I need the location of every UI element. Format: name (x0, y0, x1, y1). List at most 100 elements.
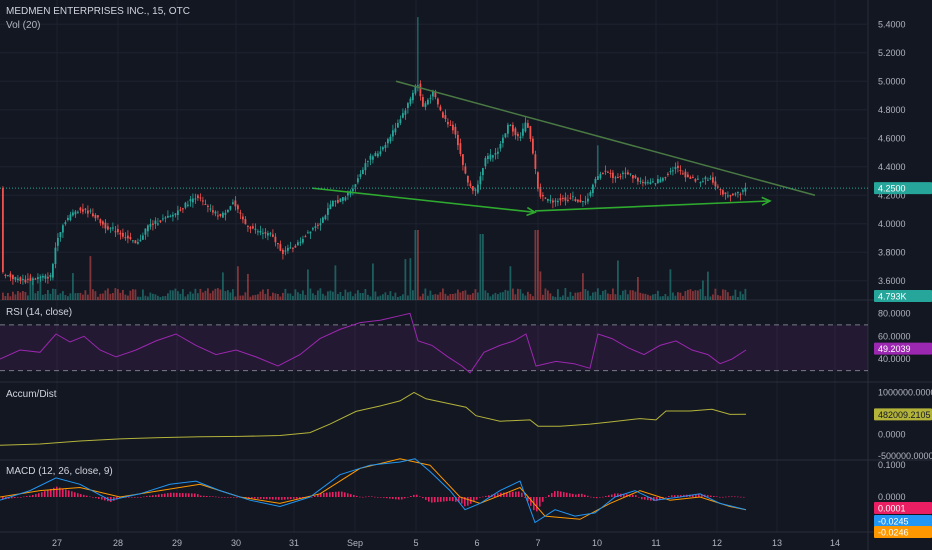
macd-histogram-bar (227, 497, 229, 498)
candle-body (67, 217, 69, 220)
candle-body (384, 144, 387, 149)
volume-bar (519, 289, 522, 300)
candle-body (484, 158, 487, 167)
volume-bar (727, 292, 729, 300)
volume-bar (699, 289, 702, 300)
candle-body (429, 97, 432, 99)
volume-bar (59, 293, 62, 300)
macd-histogram-bar (455, 497, 457, 502)
candle-body (649, 182, 652, 184)
volume-bar (244, 292, 247, 300)
volume-bar (497, 294, 499, 300)
candle-body (524, 122, 527, 132)
candle-body (414, 85, 417, 94)
volume-bar (414, 230, 417, 300)
volume-bar (609, 294, 612, 300)
candle-body (687, 174, 689, 178)
volume-bar (429, 290, 432, 300)
candle-body (392, 130, 394, 137)
volume-bar (287, 293, 289, 300)
macd-histogram-bar (332, 492, 334, 497)
macd-histogram-bar (521, 492, 523, 497)
volume-bar (689, 289, 692, 300)
volume-bar (612, 288, 614, 300)
macd-histogram-bar (518, 491, 520, 497)
candle-body (734, 193, 737, 195)
candle-body (279, 244, 282, 251)
candle-body (317, 224, 319, 226)
volume-bar (97, 296, 99, 300)
candle-body (519, 136, 522, 138)
volume-bar (122, 289, 124, 300)
candle-body (492, 155, 494, 158)
volume-bar (354, 293, 357, 300)
macd-histogram-bar (224, 497, 226, 498)
support-arrow-line-0 (311, 187, 536, 214)
macd-histogram-bar (290, 497, 292, 500)
volume-bar (432, 294, 434, 300)
macd-histogram-bar (407, 497, 409, 498)
macd-tick-label: 0.0000 (878, 492, 906, 502)
candle-body (632, 175, 634, 179)
macd-histogram-bar (641, 497, 643, 500)
volume-bar (477, 292, 479, 300)
volume-bar (49, 293, 52, 300)
macd-histogram-bar (707, 495, 709, 497)
candle-body (202, 200, 204, 202)
price-tick-label: 3.6000 (878, 276, 906, 286)
candle-body (2, 188, 4, 273)
macd-histogram-bar (410, 496, 412, 497)
macd-histogram-bar (467, 497, 469, 506)
candle-body (92, 213, 94, 217)
x-tick-label: 31 (289, 538, 299, 548)
support-arrow-head-1 (761, 196, 772, 206)
candle-body (214, 211, 217, 214)
macd-histogram-bar (350, 494, 352, 497)
volume-bar (559, 296, 562, 300)
macd-histogram-bar (26, 496, 28, 497)
candle-body (692, 176, 694, 178)
candle-body (534, 154, 537, 169)
candle-body (552, 200, 554, 203)
volume-bar (42, 294, 44, 300)
candle-body (199, 197, 202, 199)
macd-histogram-bar (275, 497, 277, 500)
volume-bar (464, 290, 467, 300)
volume-bar (737, 297, 739, 300)
volume-bar (247, 273, 249, 300)
candle-body (522, 128, 524, 136)
candle-body (184, 202, 187, 208)
macd-histogram-bar (35, 494, 37, 497)
volume-bar (172, 290, 174, 300)
volume-bar (239, 295, 242, 300)
candle-body (189, 199, 192, 202)
candle-body (467, 176, 469, 183)
volume-bar (729, 296, 732, 300)
candle-body (147, 225, 149, 232)
volume-bar (322, 293, 324, 300)
volume-bar (234, 296, 237, 300)
volume-bar (512, 288, 514, 300)
candle-body (14, 277, 17, 280)
candle-body (134, 240, 137, 244)
macd-histogram-bar (251, 497, 253, 499)
volume-bar (382, 294, 384, 300)
volume-bar (232, 289, 234, 300)
volume-bar (514, 294, 517, 300)
x-tick-label: 6 (474, 538, 479, 548)
macd-histogram-bar (101, 497, 103, 500)
volume-bar (177, 291, 179, 300)
candle-body (704, 177, 707, 180)
volume-bar (227, 290, 229, 300)
macd-histogram-bar (593, 497, 595, 498)
candle-body (89, 210, 92, 212)
candle-body (399, 119, 402, 124)
candle-body (17, 278, 19, 281)
candle-body (474, 189, 477, 191)
candle-body (387, 139, 389, 144)
candle-body (269, 233, 272, 235)
volume-bar (134, 289, 137, 300)
candle-body (434, 91, 437, 98)
volume-bar (489, 296, 492, 300)
